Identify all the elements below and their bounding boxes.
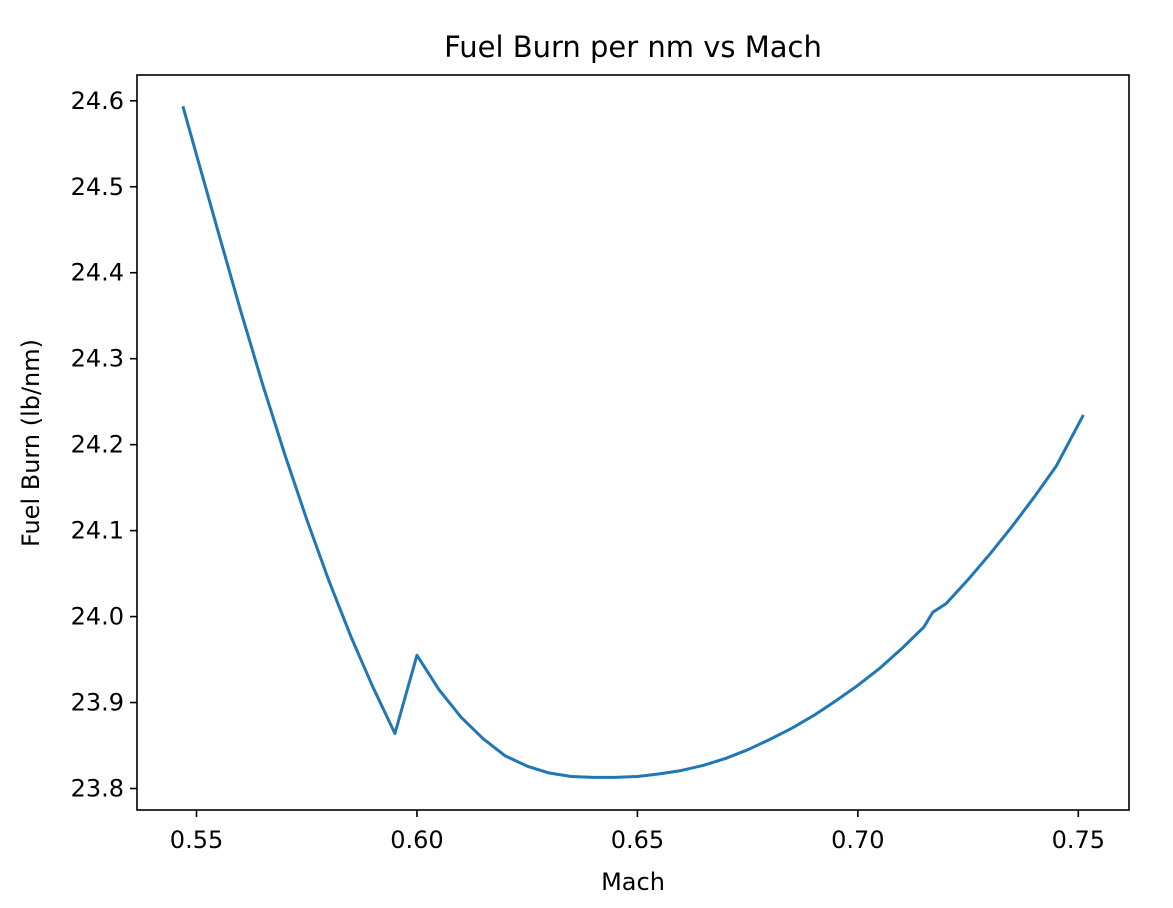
x-axis-ticks: 0.55 0.60 0.65 0.70 0.75 xyxy=(170,810,1105,854)
x-tick-label: 0.70 xyxy=(831,826,884,854)
y-axis-ticks: 23.8 23.9 24.0 24.1 24.2 24.3 24.4 24.5 24.6 xyxy=(71,87,137,803)
series-line-0 xyxy=(181,105,1085,779)
x-tick-label: 0.55 xyxy=(170,826,223,854)
x-axis-label: Mach xyxy=(601,868,665,896)
x-tick-label: 0.65 xyxy=(611,826,664,854)
y-tick-label: 24.3 xyxy=(71,345,124,373)
series-layer xyxy=(181,105,1085,779)
y-tick-label: 23.9 xyxy=(71,689,124,717)
y-axis-label: Fuel Burn (lb/nm) xyxy=(17,339,45,547)
plot-frame xyxy=(136,74,1130,811)
x-tick-label: 0.60 xyxy=(390,826,443,854)
y-tick-label: 24.2 xyxy=(71,431,124,459)
y-tick-label: 24.5 xyxy=(71,173,124,201)
y-tick-label: 24.0 xyxy=(71,603,124,631)
chart-title: Fuel Burn per nm vs Mach xyxy=(444,30,822,64)
x-tick-label: 0.75 xyxy=(1052,826,1105,854)
y-tick-label: 24.6 xyxy=(71,87,124,115)
plot-area xyxy=(137,75,1129,810)
y-tick-label: 24.4 xyxy=(71,259,124,287)
y-tick-label: 23.8 xyxy=(71,775,124,803)
y-tick-label: 24.1 xyxy=(71,517,124,545)
